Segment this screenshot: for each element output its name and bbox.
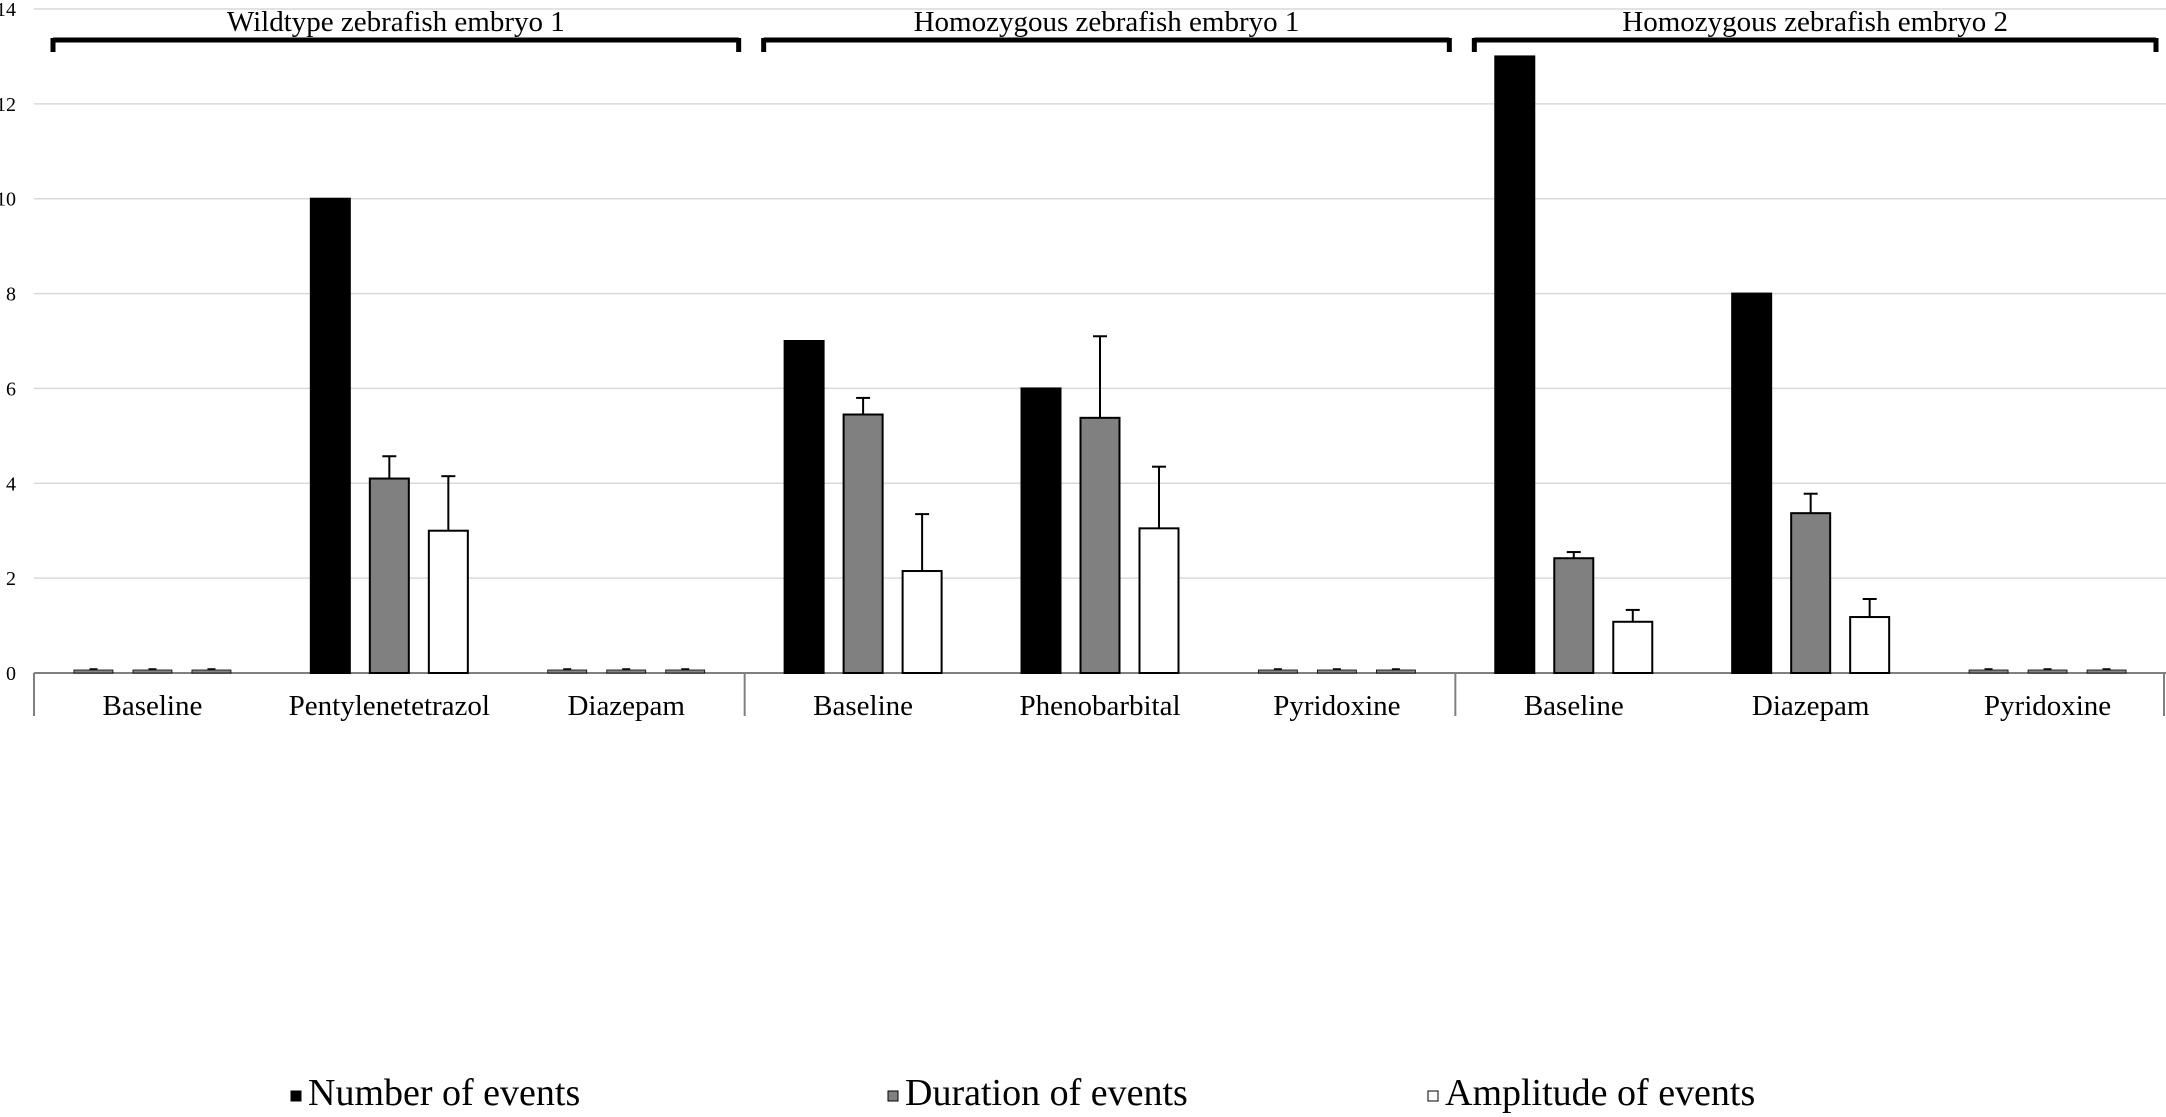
group-label: Homozygous zebrafish embryo 1 — [914, 6, 1300, 38]
bar — [2086, 669, 2127, 674]
legend-swatch — [1427, 1090, 1439, 1102]
group-label: Wildtype zebrafish embryo 1 — [227, 6, 565, 38]
bar — [132, 669, 173, 674]
y-tick-label: 14 — [0, 0, 16, 21]
x-category-label: Phenobarbital — [1019, 690, 1180, 722]
x-category-label: Baseline — [1524, 690, 1624, 722]
bar — [783, 340, 825, 674]
bar — [901, 570, 943, 674]
x-category-label: Pyridoxine — [1273, 690, 1400, 722]
bar — [842, 413, 884, 674]
legend-label: Amplitude of events — [1445, 1072, 1755, 1114]
y-tick-label: 0 — [6, 663, 16, 685]
bar — [1612, 620, 1654, 675]
bar — [1553, 557, 1595, 674]
bars — [73, 55, 2127, 675]
bar — [427, 529, 469, 675]
y-tick-label: 4 — [6, 473, 16, 495]
x-category-label: Baseline — [813, 690, 913, 722]
axes: 0 2 4 6 8 10 12 14 Baseline Pentylenetetrazol Diaz… — [0, 0, 2166, 722]
bar — [1790, 512, 1832, 674]
x-category-label: Baseline — [103, 690, 203, 722]
y-tick-label: 2 — [6, 568, 16, 590]
y-tick-label: 12 — [0, 94, 16, 116]
y-tick-label: 6 — [6, 378, 16, 400]
bar — [1257, 669, 1298, 674]
x-category-label: Pentylenetetrazol — [289, 690, 490, 722]
legend: Number of events Duration of events Amplit… — [290, 1072, 1755, 1114]
bar — [1849, 616, 1891, 675]
bar — [1375, 669, 1416, 674]
bar — [2027, 669, 2068, 674]
bar — [665, 669, 706, 674]
x-category-label: Diazepam — [567, 690, 685, 722]
group-label: Homozygous zebrafish embryo 2 — [1622, 6, 2008, 38]
bar — [1316, 669, 1357, 674]
bar — [368, 477, 410, 674]
y-tick-label: 8 — [6, 284, 16, 306]
x-category-label: Diazepam — [1752, 690, 1870, 722]
bar — [1968, 669, 2009, 674]
legend-swatch — [887, 1090, 899, 1102]
bar — [191, 669, 232, 674]
legend-swatch — [290, 1090, 302, 1102]
bar — [1731, 292, 1773, 674]
x-category-label: Pyridoxine — [1984, 690, 2111, 722]
bar — [547, 669, 588, 674]
bar — [1494, 55, 1536, 674]
bar — [73, 669, 114, 674]
bar — [1138, 527, 1180, 674]
legend-label: Duration of events — [905, 1072, 1188, 1114]
bar — [1079, 416, 1121, 674]
legend-label: Number of events — [308, 1072, 580, 1114]
bar — [1020, 387, 1062, 674]
group-brackets: Wildtype zebrafish embryo 1 Homozygous ze… — [50, 6, 2159, 52]
y-tick-label: 10 — [0, 189, 16, 211]
bar — [606, 669, 647, 674]
bar — [309, 197, 351, 674]
